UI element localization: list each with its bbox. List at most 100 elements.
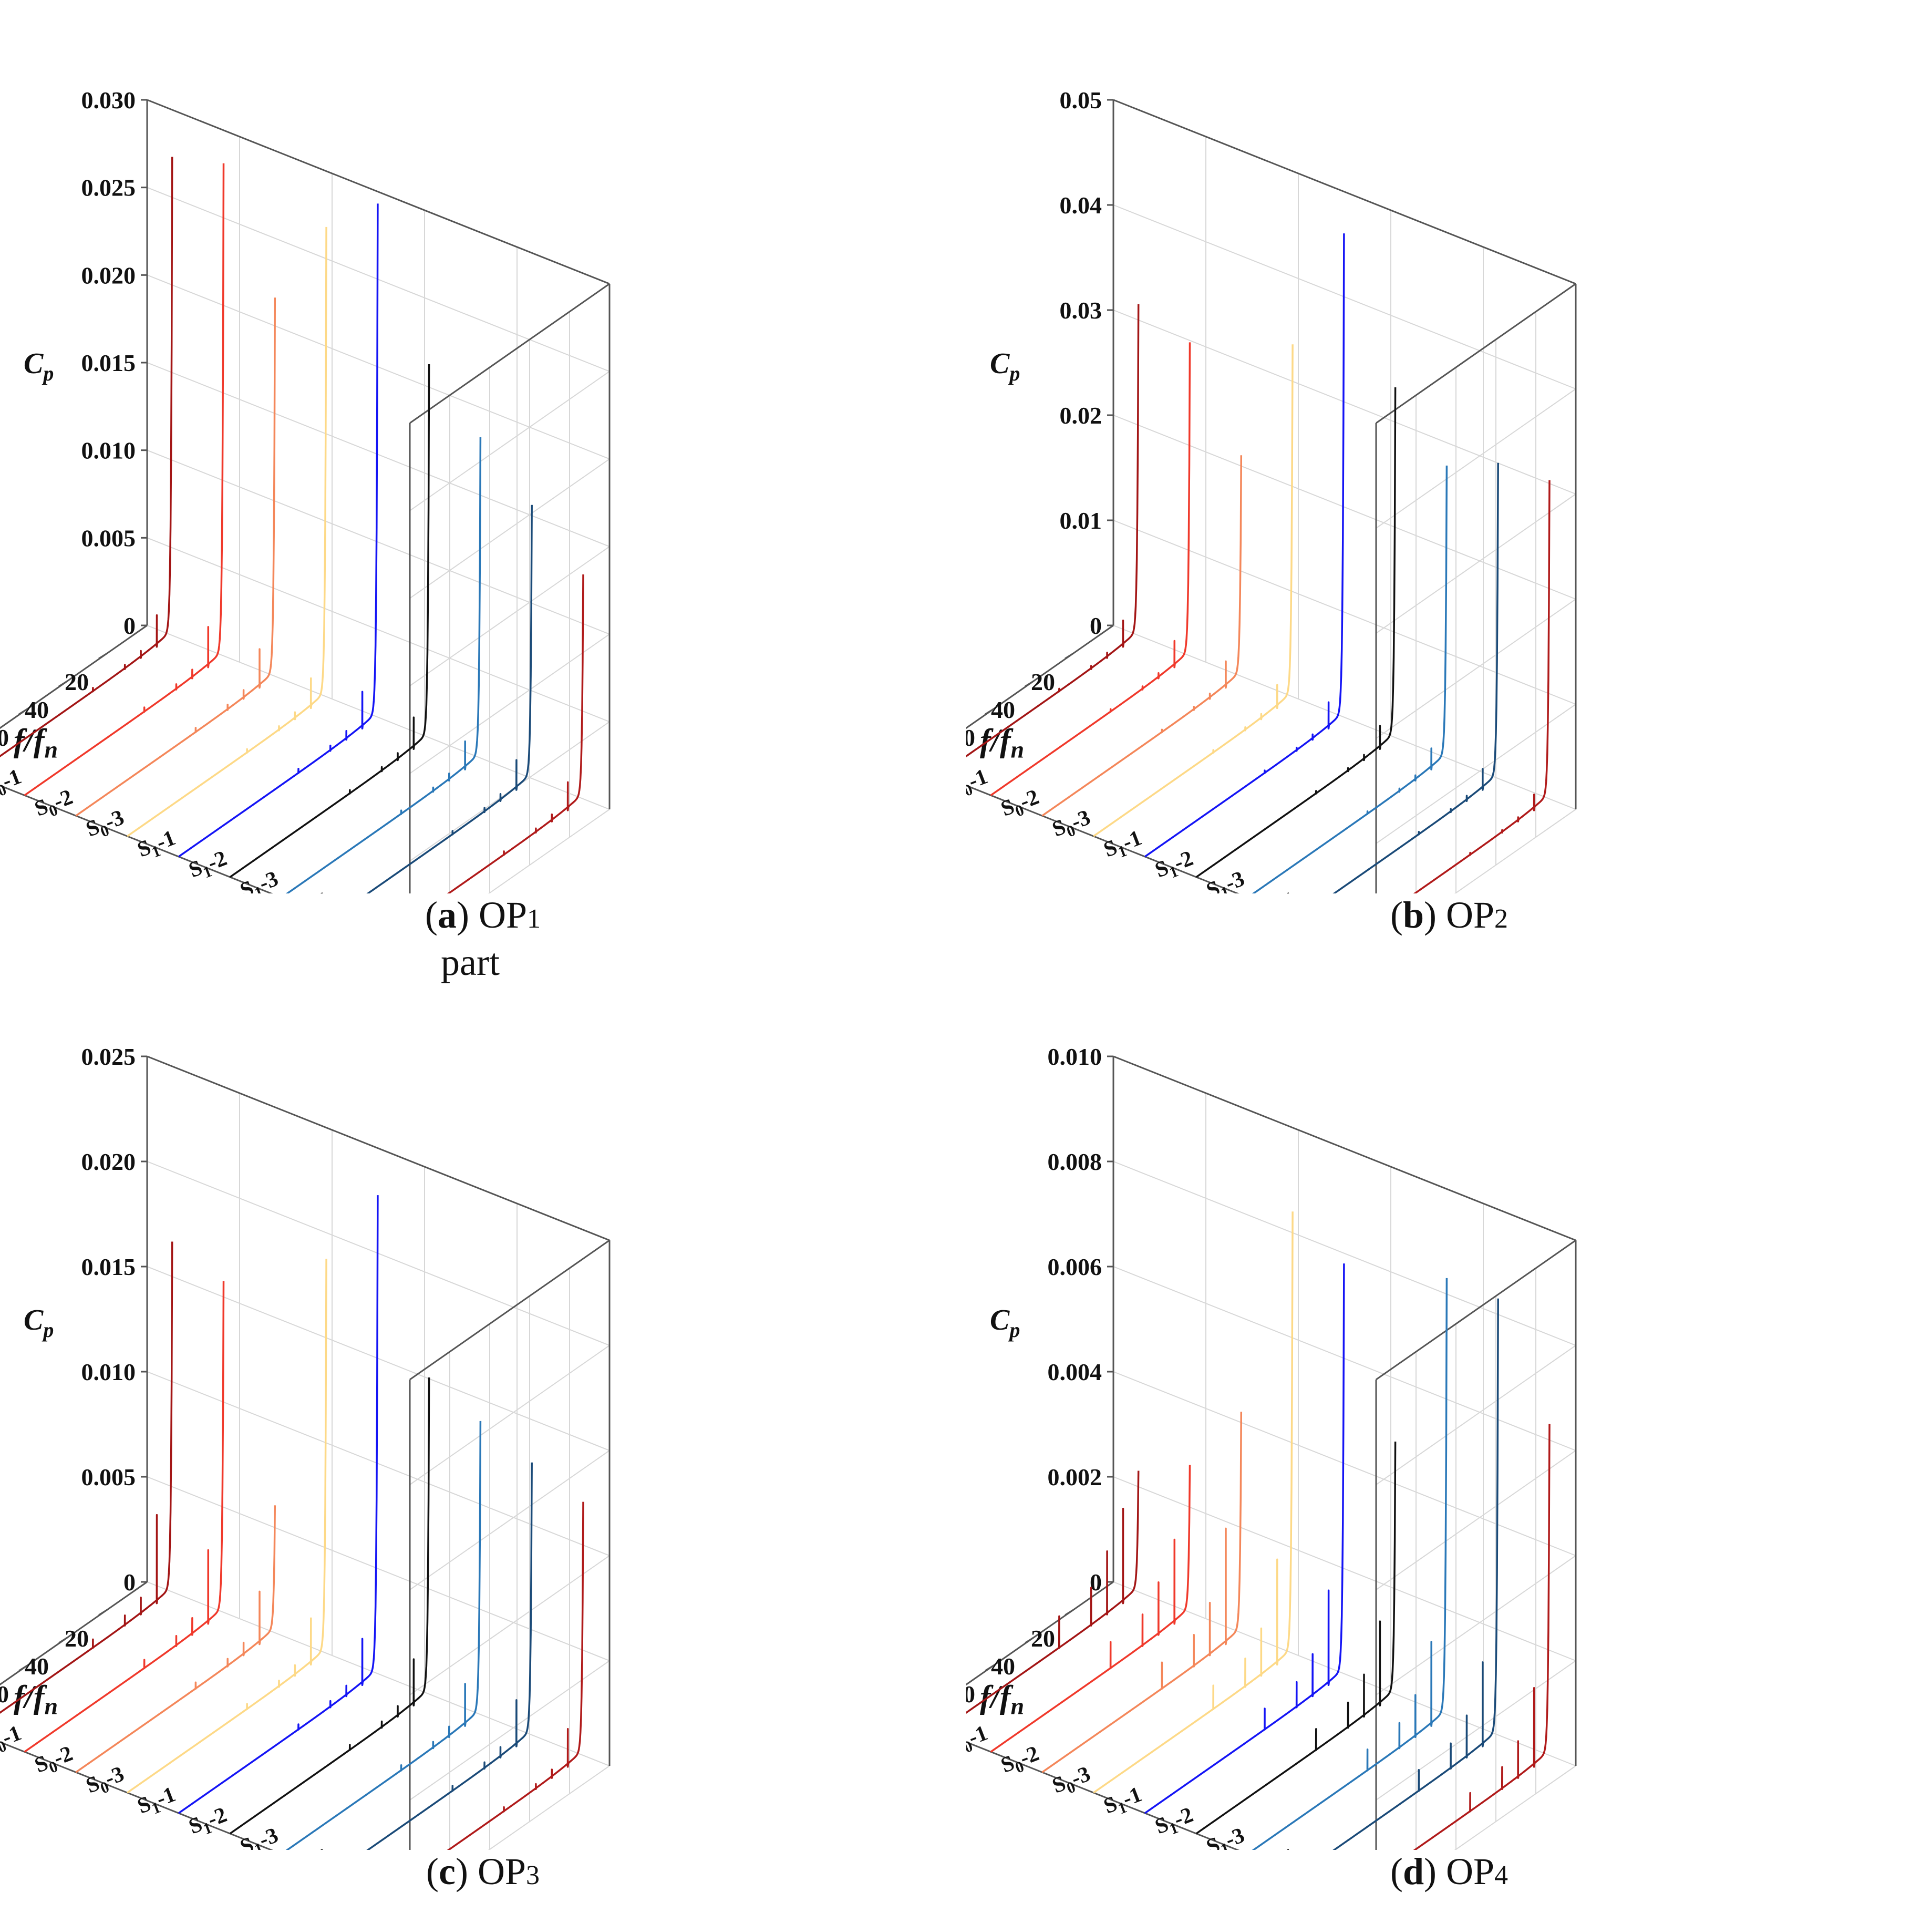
y-tick-label: 0.005 xyxy=(81,524,136,551)
caption-a: (a) OP1 xyxy=(425,894,541,936)
y-axis-label: Cp xyxy=(24,347,54,385)
y-tick-label: 0.010 xyxy=(81,1359,136,1385)
grid-line xyxy=(409,546,610,686)
series-line-S2-3 xyxy=(447,574,584,893)
series-label: S0-1 xyxy=(966,765,992,805)
caption-d: (d) OP4 xyxy=(1390,1850,1509,1893)
y-tick-label: 0.05 xyxy=(1060,87,1102,114)
y-tick-label: 0.015 xyxy=(81,1253,136,1280)
y-tick-label: 0 xyxy=(1090,1569,1102,1596)
y-tick-label: 0.020 xyxy=(81,262,136,289)
grid-line xyxy=(1113,625,1576,810)
panel-c: 00.0050.0100.0150.0200.025Cp20406080f/fn… xyxy=(0,956,966,1913)
grid-line xyxy=(1113,1371,1576,1556)
grid-line xyxy=(488,809,610,893)
y-tick-label: 0.025 xyxy=(81,1043,136,1070)
chart-b: 00.010.020.030.040.05Cp20406080f/fnS0-1S… xyxy=(966,87,1577,893)
series-label: S0-3 xyxy=(1049,1762,1095,1802)
chart-a: 00.0050.0100.0150.0200.0250.030Cp2040608… xyxy=(0,87,611,893)
caption-b: (b) OP2 xyxy=(1390,894,1509,936)
series-label: S0-3 xyxy=(83,805,129,845)
series-line-S1-2 xyxy=(1144,1263,1345,1814)
axis-edge xyxy=(1376,283,1576,424)
x-tick-label: 60 xyxy=(0,724,9,751)
series-line-S1-1 xyxy=(127,227,327,837)
grid-line xyxy=(147,625,610,810)
series-line-S0-3 xyxy=(1041,455,1243,817)
y-tick-label: 0.008 xyxy=(1048,1148,1102,1175)
x-tick-label: 20 xyxy=(1031,668,1055,695)
series-label: S1-3 xyxy=(1203,1823,1249,1850)
grid-line xyxy=(1113,520,1576,705)
y-tick-label: 0 xyxy=(123,612,136,639)
series-label: S0-1 xyxy=(966,1721,992,1761)
grid-line xyxy=(147,537,610,723)
y-tick-label: 0 xyxy=(1090,612,1102,639)
series-group: S0-1S0-2S0-3S1-1S1-2S1-3S2-1S2-2S2-3 xyxy=(0,157,584,893)
series-line-S1-2 xyxy=(178,1195,379,1814)
series-label: S0-1 xyxy=(0,1721,26,1761)
caption-c: (c) OP3 xyxy=(426,1850,540,1893)
grid-line xyxy=(1376,1450,1576,1590)
x-tick-label: 20 xyxy=(65,1625,89,1652)
grid-line xyxy=(409,371,610,511)
series-label: S0-2 xyxy=(32,785,77,825)
series-line-S2-2 xyxy=(1332,1298,1499,1850)
y-tick-label: 0.01 xyxy=(1060,507,1102,534)
grid-line xyxy=(1113,1266,1576,1451)
grid-line xyxy=(488,1765,610,1850)
grid-line xyxy=(147,274,610,460)
series-line-S1-1 xyxy=(1093,344,1294,837)
axis-edge xyxy=(966,624,1114,729)
y-tick-label: 0.020 xyxy=(81,1148,136,1175)
x-tick xyxy=(1065,1609,1074,1616)
y-tick-label: 0.030 xyxy=(81,87,136,114)
series-label: S1-1 xyxy=(1100,1782,1146,1822)
series-line-S1-3 xyxy=(229,364,430,878)
x-tick-label: 40 xyxy=(991,696,1015,723)
series-line-S0-1 xyxy=(966,304,1140,757)
series-line-S2-3 xyxy=(1413,480,1551,893)
axis-edge xyxy=(966,1581,1114,1686)
y-axis-label: Cp xyxy=(990,1304,1020,1342)
series-line-S2-3 xyxy=(447,1501,584,1850)
grid-line xyxy=(409,1450,610,1590)
series-label: S0-1 xyxy=(0,765,26,805)
grid-line xyxy=(1376,493,1576,634)
y-tick-label: 0.005 xyxy=(81,1464,136,1490)
series-line-S0-1 xyxy=(966,1470,1140,1714)
grid-line xyxy=(147,449,610,635)
series-group: S0-1S0-2S0-3S1-1S1-2S1-3S2-1S2-2S2-3 xyxy=(966,233,1551,893)
axis-frame: 00.010.020.030.040.05Cp20406080f/fn xyxy=(966,87,1577,893)
y-tick-label: 0.015 xyxy=(81,349,136,376)
x-tick-label: 40 xyxy=(25,696,49,723)
y-tick-label: 0.02 xyxy=(1060,402,1102,429)
series-group: S0-1S0-2S0-3S1-1S1-2S1-3S2-1S2-2S2-3 xyxy=(0,1195,584,1850)
series-line-S0-1 xyxy=(0,157,173,757)
series-line-S1-3 xyxy=(1195,387,1397,878)
x-tick-label: 40 xyxy=(991,1653,1015,1680)
grid-line xyxy=(1376,1555,1576,1695)
caption-a-note: part xyxy=(441,941,500,983)
grid-line xyxy=(1376,388,1576,529)
panel-b: 00.010.020.030.040.05Cp20406080f/fnS0-1S… xyxy=(966,0,1932,956)
x-tick-label: 60 xyxy=(0,1681,9,1708)
x-tick xyxy=(1025,680,1034,687)
grid-line xyxy=(147,1371,610,1556)
series-line-S2-2 xyxy=(1332,462,1499,893)
grid-line xyxy=(1376,1660,1576,1801)
y-tick-label: 0 xyxy=(123,1569,136,1596)
y-axis-label: Cp xyxy=(24,1304,54,1342)
x-tick-label: 40 xyxy=(25,1653,49,1680)
axis-edge xyxy=(147,1055,610,1241)
series-label: S1-1 xyxy=(134,826,180,866)
chart-c: 00.0050.0100.0150.0200.025Cp20406080f/fn… xyxy=(0,1043,611,1850)
series-line-S1-1 xyxy=(1093,1211,1294,1794)
x-tick-label: 20 xyxy=(1031,1625,1055,1652)
x-axis-label: f/fn xyxy=(14,723,58,763)
y-tick-label: 0.006 xyxy=(1048,1253,1102,1280)
grid-line xyxy=(1113,415,1576,600)
series-label: S0-2 xyxy=(32,1741,77,1781)
series-label: S1-3 xyxy=(1203,867,1249,893)
